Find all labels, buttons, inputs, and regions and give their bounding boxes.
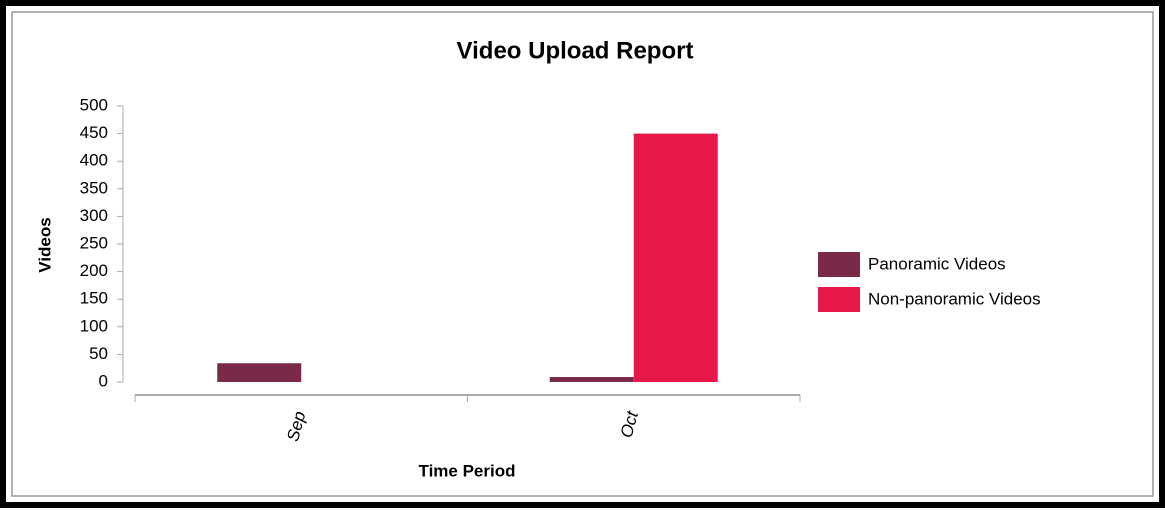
y-tick-label: 300 bbox=[80, 206, 108, 225]
bar bbox=[217, 363, 302, 382]
y-tick-label: 250 bbox=[80, 233, 108, 252]
y-axis-label: Videos bbox=[35, 217, 54, 272]
y-tick-label: 350 bbox=[80, 178, 108, 197]
y-tick-label: 400 bbox=[80, 151, 108, 170]
y-tick-label: 0 bbox=[99, 371, 108, 390]
legend-label: Panoramic Videos bbox=[868, 254, 1006, 273]
y-tick-label: 450 bbox=[80, 123, 108, 142]
bar bbox=[633, 133, 718, 382]
y-tick-label: 200 bbox=[80, 261, 108, 280]
y-tick-label: 50 bbox=[89, 344, 108, 363]
chart-title: Video Upload Report bbox=[457, 37, 694, 64]
bar bbox=[549, 377, 634, 382]
legend-label: Non-panoramic Videos bbox=[868, 289, 1041, 308]
y-tick-label: 500 bbox=[80, 95, 108, 114]
legend-swatch bbox=[818, 287, 860, 312]
inner-frame bbox=[11, 11, 1154, 497]
legend-swatch bbox=[818, 252, 860, 277]
y-tick-label: 150 bbox=[80, 289, 108, 308]
y-tick-label: 100 bbox=[80, 316, 108, 335]
x-axis-label: Time Period bbox=[419, 461, 516, 480]
